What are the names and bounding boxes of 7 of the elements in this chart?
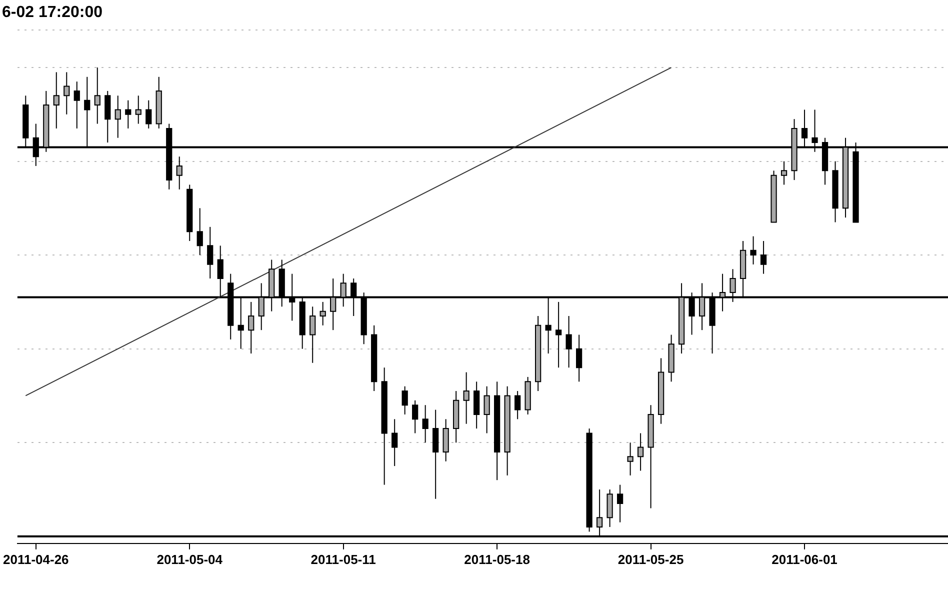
x-tick-label: 2011-04-26 [3,552,69,567]
x-tick-label: 2011-05-04 [156,552,224,567]
x-tick-label: 2011-05-11 [310,552,376,567]
x-tick-label: 2011-06-01 [772,552,838,567]
x-tick-label: 2011-05-25 [618,552,684,567]
x-tick-label: 2011-05-18 [464,552,530,567]
chart-title: 6-02 17:20:00 [2,4,103,22]
